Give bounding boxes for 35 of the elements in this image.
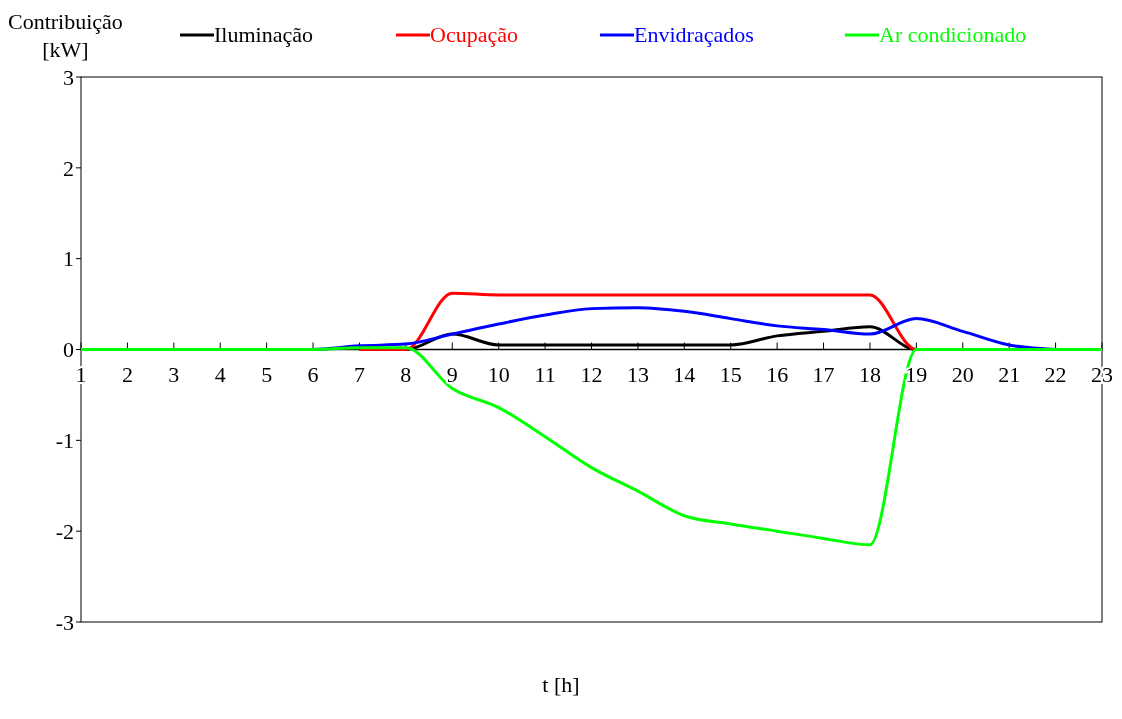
x-tick-label: 12 — [580, 361, 603, 387]
legend-label: Ar condicionado — [879, 22, 1027, 48]
x-tick-label: 17 — [812, 361, 835, 387]
x-tick-label: 9 — [446, 361, 458, 387]
x-tick-label: 6 — [307, 361, 319, 387]
x-tick-label: 20 — [951, 361, 974, 387]
x-tick-label: 19 — [905, 361, 928, 387]
y-tick-label: 2 — [63, 155, 74, 181]
y-tick-label: -2 — [55, 518, 74, 544]
y-tick-label: 1 — [63, 246, 74, 272]
y-tick-label: -1 — [55, 428, 74, 454]
x-tick-label: 16 — [766, 361, 789, 387]
x-tick-label: 13 — [626, 361, 649, 387]
x-tick-label: 11 — [534, 361, 556, 387]
x-axis-title: t [h] — [541, 672, 581, 698]
legend-label: Iluminação — [214, 22, 313, 48]
x-tick-label: 5 — [261, 361, 273, 387]
x-tick-label: 14 — [673, 361, 696, 387]
x-tick-label: 22 — [1044, 361, 1067, 387]
y-tick-label: -3 — [55, 609, 74, 635]
x-tick-label: 8 — [400, 361, 412, 387]
legend-label: Ocupação — [430, 22, 518, 48]
x-tick-label: 23 — [1091, 361, 1113, 387]
x-tick-label: 15 — [719, 361, 742, 387]
x-tick-label: 7 — [353, 361, 365, 387]
y-axis-title: Contribuição [kW] — [8, 8, 123, 64]
legend-label: Envidraçados — [634, 22, 754, 48]
x-tick-label: 4 — [214, 361, 226, 387]
x-tick-label: 3 — [168, 361, 180, 387]
x-tick-label: 2 — [121, 361, 133, 387]
x-tick-label: 10 — [487, 361, 510, 387]
x-tick-label: 18 — [858, 361, 881, 387]
y-tick-label: 3 — [63, 64, 74, 90]
x-tick-label: 21 — [998, 361, 1021, 387]
y-tick-label: 0 — [63, 337, 74, 363]
